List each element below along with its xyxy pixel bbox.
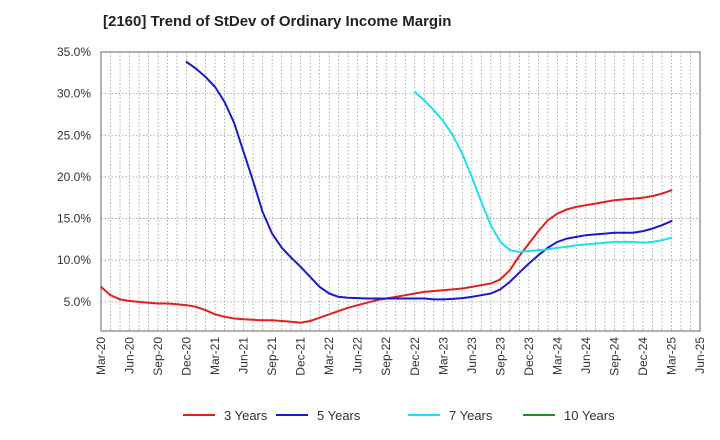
x-tick-label: Jun-24 xyxy=(579,337,593,374)
x-tick-label: Jun-23 xyxy=(465,337,479,374)
series-line-5-years xyxy=(185,61,673,301)
x-tick-label: Dec-22 xyxy=(408,337,422,376)
x-tick-label: Mar-20 xyxy=(94,337,108,375)
plot-frame xyxy=(100,51,701,332)
y-tick-label: 15.0% xyxy=(57,212,91,226)
grid xyxy=(100,51,701,331)
axes: Mar-20 Jun-20 Sep-20 Dec-20 Mar-21 Jun-21 Sep-… xyxy=(57,45,707,376)
x-tick-label: Mar-22 xyxy=(322,337,336,375)
series-line-7-years xyxy=(413,91,673,253)
plot-background xyxy=(101,52,700,331)
x-tick-label: Dec-20 xyxy=(180,337,194,376)
x-tick-label: Mar-25 xyxy=(664,337,678,375)
x-tick-label: Sep-21 xyxy=(265,337,279,376)
series-group xyxy=(100,61,673,324)
x-tick-label: Mar-24 xyxy=(550,337,564,375)
x-tick-label: Sep-24 xyxy=(607,337,621,376)
x-tick-label: Jun-25 xyxy=(693,337,707,374)
chart-title: [2160] Trend of StDev of Ordinary Income… xyxy=(103,13,452,30)
legend-label-5-years: 5 Years xyxy=(317,408,361,423)
x-tick-label: Sep-20 xyxy=(151,337,165,376)
x-tick-label: Mar-23 xyxy=(436,337,450,375)
x-tick-label: Sep-23 xyxy=(493,337,507,376)
y-tick-label: 20.0% xyxy=(57,170,91,184)
y-tick-label: 35.0% xyxy=(57,45,91,59)
y-tick-label: 25.0% xyxy=(57,128,91,142)
x-tick-label: Dec-24 xyxy=(636,337,650,376)
x-tick-label: Jun-22 xyxy=(351,337,365,374)
x-tick-label: Sep-22 xyxy=(379,337,393,376)
legend: 3 Years 5 Years 7 Years 10 Years xyxy=(183,408,615,423)
x-tick-label: Jun-21 xyxy=(237,337,251,374)
y-tick-label: 5.0% xyxy=(64,295,92,309)
legend-label-10-years: 10 Years xyxy=(564,408,615,423)
x-tick-label: Jun-20 xyxy=(123,337,137,374)
legend-label-3-years: 3 Years xyxy=(224,408,268,423)
y-tick-label: 10.0% xyxy=(57,253,91,267)
x-tick-label: Dec-23 xyxy=(522,337,536,376)
plot-area xyxy=(101,52,700,331)
y-tick-label: 30.0% xyxy=(57,87,91,101)
x-tick-label: Mar-21 xyxy=(208,337,222,375)
x-tick-label: Dec-21 xyxy=(294,337,308,376)
legend-label-7-years: 7 Years xyxy=(449,408,493,423)
